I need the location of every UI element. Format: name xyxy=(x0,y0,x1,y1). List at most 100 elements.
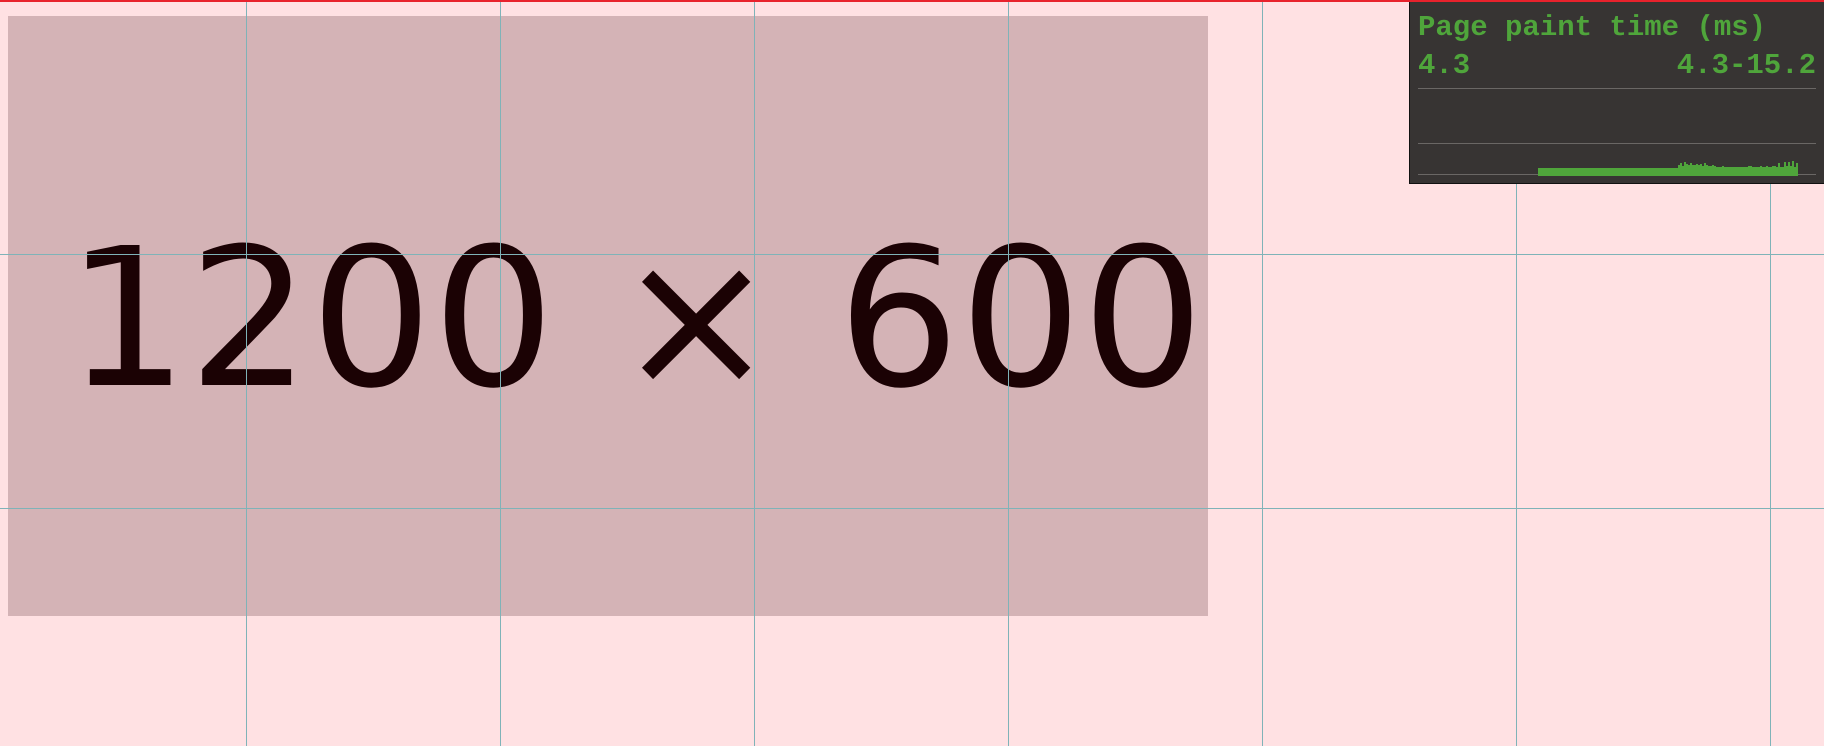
paint-time-bar xyxy=(1684,162,1686,176)
paint-time-bar xyxy=(1604,168,1606,176)
graph-line-middle xyxy=(1418,143,1816,144)
paint-time-bar xyxy=(1682,166,1684,176)
paint-time-bar xyxy=(1676,168,1678,176)
paint-time-bar xyxy=(1740,167,1742,176)
paint-time-bar xyxy=(1590,168,1592,176)
paint-time-bar xyxy=(1600,168,1602,176)
paint-time-graph xyxy=(1418,88,1816,176)
paint-time-bar xyxy=(1558,168,1560,176)
paint-time-bar xyxy=(1704,163,1706,176)
paint-time-bar xyxy=(1730,167,1732,176)
paint-time-bar xyxy=(1646,168,1648,176)
paint-time-bar xyxy=(1608,168,1610,176)
paint-time-bar xyxy=(1724,167,1726,176)
paint-time-bar xyxy=(1678,165,1680,176)
paint-time-bar xyxy=(1686,164,1688,176)
paint-time-bar xyxy=(1584,168,1586,176)
paint-time-bar xyxy=(1562,168,1564,176)
paint-time-bar xyxy=(1716,167,1718,176)
paint-time-bar xyxy=(1766,166,1768,176)
paint-time-bar xyxy=(1790,166,1792,176)
grid-line-vertical xyxy=(1262,0,1263,746)
paint-time-bar xyxy=(1542,168,1544,176)
paint-time-bar xyxy=(1632,168,1634,176)
paint-time-histogram xyxy=(1418,88,1816,176)
paint-time-bar xyxy=(1726,167,1728,176)
paint-time-bar xyxy=(1748,166,1750,176)
paint-time-range: 4.3-15.2 xyxy=(1676,49,1816,82)
paint-time-bar xyxy=(1668,168,1670,176)
paint-time-bar xyxy=(1754,167,1756,176)
paint-time-bar xyxy=(1658,168,1660,176)
paint-time-bar xyxy=(1718,167,1720,176)
paint-time-bar xyxy=(1654,168,1656,176)
paint-time-bar xyxy=(1606,168,1608,176)
paint-time-bar xyxy=(1628,168,1630,176)
paint-time-bar xyxy=(1722,166,1724,176)
paint-time-bar xyxy=(1640,168,1642,176)
paint-time-bar xyxy=(1564,168,1566,176)
graph-line-top xyxy=(1418,88,1816,89)
paint-time-bar xyxy=(1768,167,1770,176)
paint-time-bar xyxy=(1672,168,1674,176)
paint-time-bar xyxy=(1664,168,1666,176)
paint-time-bar xyxy=(1594,168,1596,176)
paint-time-bar xyxy=(1572,168,1574,176)
paint-time-bar xyxy=(1588,168,1590,176)
paint-time-title: Page paint time (ms) xyxy=(1418,11,1767,44)
paint-time-bar xyxy=(1582,168,1584,176)
paint-time-meter: Page paint time (ms) 4.3 4.3-15.2 xyxy=(1409,2,1824,184)
paint-time-bar xyxy=(1618,168,1620,176)
paint-time-bar xyxy=(1756,167,1758,176)
paint-time-bar xyxy=(1674,168,1676,176)
paint-time-bar xyxy=(1698,165,1700,176)
paint-time-bar xyxy=(1624,168,1626,176)
paint-time-bar xyxy=(1566,168,1568,176)
paint-time-bar xyxy=(1734,167,1736,176)
paint-time-bar xyxy=(1642,168,1644,176)
paint-time-bar xyxy=(1750,166,1752,176)
paint-time-bar xyxy=(1778,163,1780,176)
paint-time-bar xyxy=(1614,168,1616,176)
paint-time-bar xyxy=(1626,168,1628,176)
paint-time-bar xyxy=(1670,168,1672,176)
paint-time-bar xyxy=(1550,168,1552,176)
paint-time-bar xyxy=(1744,167,1746,176)
paint-time-bar xyxy=(1554,168,1556,176)
paint-time-bar xyxy=(1652,168,1654,176)
viewport-top-border xyxy=(0,0,1824,2)
paint-time-bar xyxy=(1792,161,1794,176)
paint-time-bar xyxy=(1546,168,1548,176)
paint-time-bar xyxy=(1796,163,1798,176)
paint-time-bar xyxy=(1548,168,1550,176)
paint-time-bar xyxy=(1610,168,1612,176)
paint-time-bar xyxy=(1680,163,1682,176)
paint-time-bar xyxy=(1650,168,1652,176)
paint-time-bar xyxy=(1738,167,1740,176)
paint-time-bar xyxy=(1752,167,1754,176)
paint-time-bar xyxy=(1656,168,1658,176)
paint-time-bar xyxy=(1570,168,1572,176)
paint-time-bar xyxy=(1602,168,1604,176)
paint-time-bar xyxy=(1772,166,1774,176)
paint-time-bar xyxy=(1660,168,1662,176)
paint-time-bar xyxy=(1576,168,1578,176)
paint-time-bar xyxy=(1714,166,1716,176)
paint-time-bar xyxy=(1708,166,1710,176)
paint-time-bar xyxy=(1742,167,1744,176)
paint-time-bar xyxy=(1622,168,1624,176)
paint-time-bar xyxy=(1538,168,1540,176)
paint-time-bar xyxy=(1764,167,1766,176)
paint-time-bar xyxy=(1560,168,1562,176)
paint-time-bar xyxy=(1540,168,1542,176)
paint-time-bar xyxy=(1644,168,1646,176)
paint-time-bar xyxy=(1694,165,1696,176)
paint-time-bar xyxy=(1706,165,1708,176)
paint-time-current-value: 4.3 xyxy=(1418,49,1471,82)
paint-time-bar xyxy=(1544,168,1546,176)
paint-time-bar xyxy=(1770,167,1772,176)
paint-time-bar xyxy=(1630,168,1632,176)
paint-time-bar xyxy=(1786,166,1788,176)
paint-time-bar xyxy=(1636,168,1638,176)
paint-time-bar xyxy=(1728,167,1730,176)
